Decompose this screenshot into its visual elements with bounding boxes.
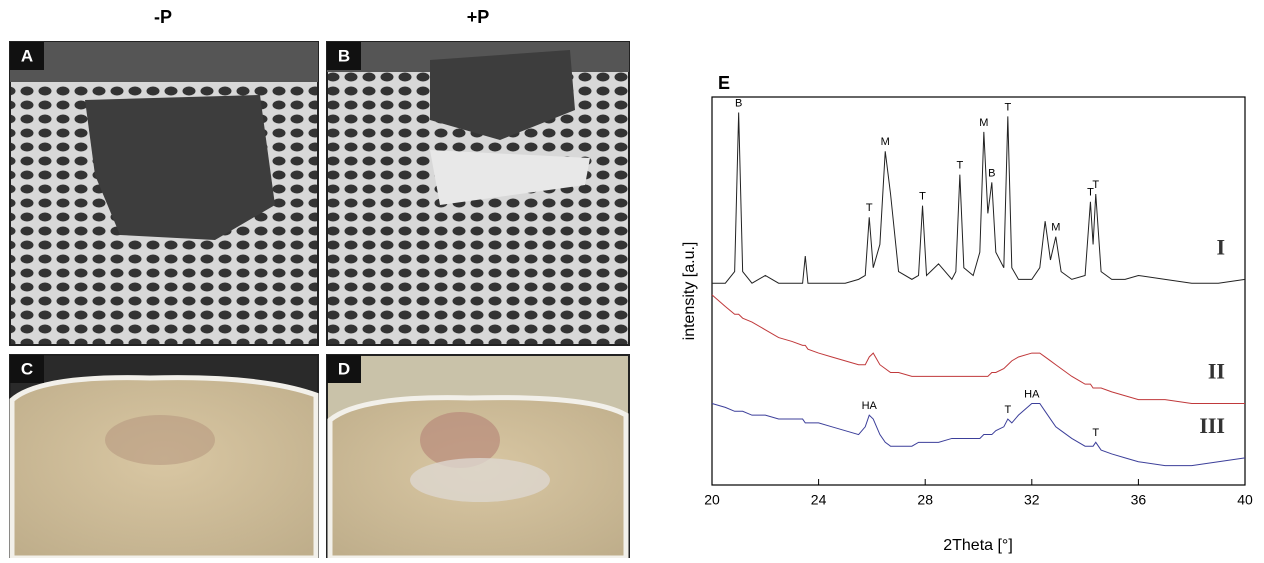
peak-label: T [1092, 179, 1099, 191]
x-tick-label: 32 [1024, 492, 1040, 508]
peak-label: B [988, 167, 995, 179]
peak-label: HA [1024, 388, 1040, 400]
peak-label: T [1087, 187, 1094, 199]
panel-label-bg [327, 355, 361, 383]
panel-label-bg [327, 42, 361, 70]
plot-frame [711, 96, 1246, 486]
peak-label: M [979, 117, 988, 129]
panel-label-bg [10, 355, 44, 383]
peak-label: T [919, 191, 926, 203]
x-tick-label: 24 [811, 492, 827, 508]
peak-label: HA [862, 400, 878, 412]
column-label: -P [154, 7, 172, 27]
panel-label: C [21, 359, 33, 378]
panel-label: A [21, 46, 33, 65]
peak-label: T [866, 202, 873, 214]
photo-d [326, 354, 630, 561]
series-label: I [1216, 234, 1225, 259]
peak-label: B [735, 97, 742, 109]
y-axis-label: intensity [a.u.] [681, 242, 698, 341]
peak-label: T [1004, 404, 1011, 416]
peak-label: M [1051, 222, 1060, 234]
x-tick-label: 40 [1237, 492, 1253, 508]
panel-label: D [338, 359, 350, 378]
x-tick-label: 20 [704, 492, 720, 508]
panel-label: B [338, 46, 350, 65]
x-tick-label: 28 [917, 492, 933, 508]
panel-label: E [718, 73, 730, 93]
ct-image-a [9, 41, 319, 346]
series-label: II [1208, 359, 1225, 384]
photo-c [9, 354, 319, 561]
x-tick-label: 36 [1131, 492, 1147, 508]
peak-label: M [881, 136, 890, 148]
column-label: +P [467, 7, 490, 27]
series-line [711, 403, 1246, 467]
series-line [711, 294, 1245, 405]
peak-label: T [956, 160, 963, 172]
panel-label-bg [10, 42, 44, 70]
series-line [712, 112, 1246, 284]
peak-label: T [1092, 427, 1099, 439]
peak-label: T [1004, 101, 1011, 113]
ct-image-b [326, 41, 630, 346]
series-label: III [1199, 413, 1225, 438]
x-axis-label: 2Theta [°] [943, 537, 1013, 554]
